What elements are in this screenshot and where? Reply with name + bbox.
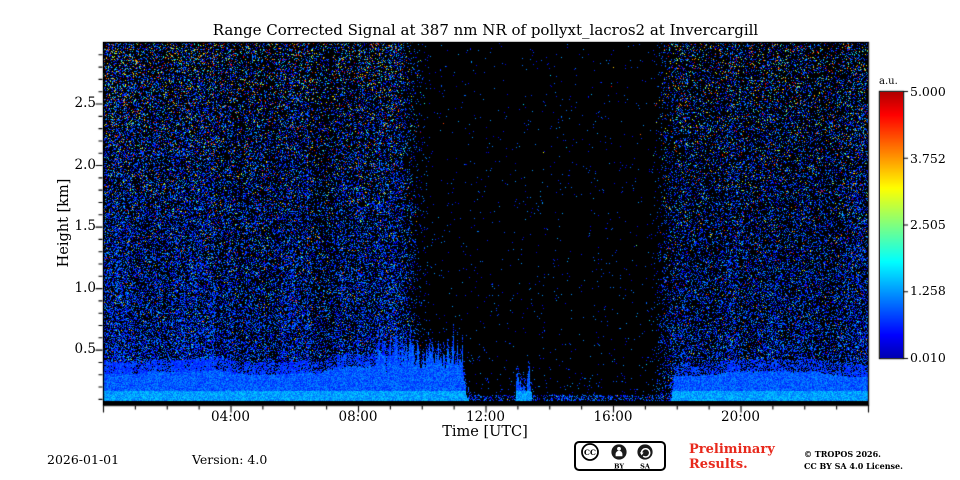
x-axis-title: Time [UTC] [442, 424, 528, 440]
copyright-line1: © TROPOS 2026. [804, 449, 881, 459]
colorbar-unit-label: a.u. [879, 76, 898, 87]
preliminary-line2: Results. [689, 457, 748, 472]
share-alike-icon [637, 444, 653, 460]
y-tick-label: 1.0 [74, 279, 96, 296]
preliminary-line1: Preliminary [689, 442, 775, 457]
x-tick-label: 20:00 [721, 409, 760, 425]
version-label: Version: 4.0 [192, 452, 268, 467]
colorbar-tick-label: 5.000 [910, 84, 946, 99]
x-tick-label: 08:00 [338, 409, 378, 425]
x-tick-label: 16:00 [593, 409, 633, 425]
heatmap-canvas [103, 42, 868, 405]
colorbar-tick-label: 1.258 [910, 283, 946, 299]
cc-by-sa-badge: CC BY SA [574, 441, 666, 471]
colorbar-tick-label: 3.752 [910, 150, 946, 166]
by-label: BY [614, 463, 624, 471]
cc-icon [581, 443, 599, 461]
colorbar-tick-label: 0.010 [910, 350, 946, 365]
measurement-date: 2026-01-01 [47, 452, 120, 467]
colorbar-tick-label: 2.505 [910, 217, 946, 232]
copyright-note: © TROPOS 2026. CC BY SA 4.0 License. [804, 449, 903, 472]
attribution-icon [611, 444, 627, 460]
y-tick-label: 1.5 [74, 218, 96, 235]
chart-title: Range Corrected Signal at 387 nm NR of p… [212, 21, 759, 39]
y-axis-title: Height [km] [56, 178, 72, 268]
colorbar-canvas [880, 92, 903, 358]
sa-label: SA [640, 463, 651, 471]
x-tick-label: 12:00 [466, 409, 505, 425]
copyright-line2: CC BY SA 4.0 License. [804, 460, 903, 471]
y-tick-label: 0.5 [74, 341, 96, 358]
y-tick-label: 2.5 [74, 95, 96, 112]
preliminary-results-note: Preliminary Results. [689, 442, 775, 472]
y-tick-label: 2.0 [74, 156, 96, 173]
x-tick-label: 04:00 [211, 409, 250, 425]
cc-icon-text: CC [584, 448, 596, 457]
